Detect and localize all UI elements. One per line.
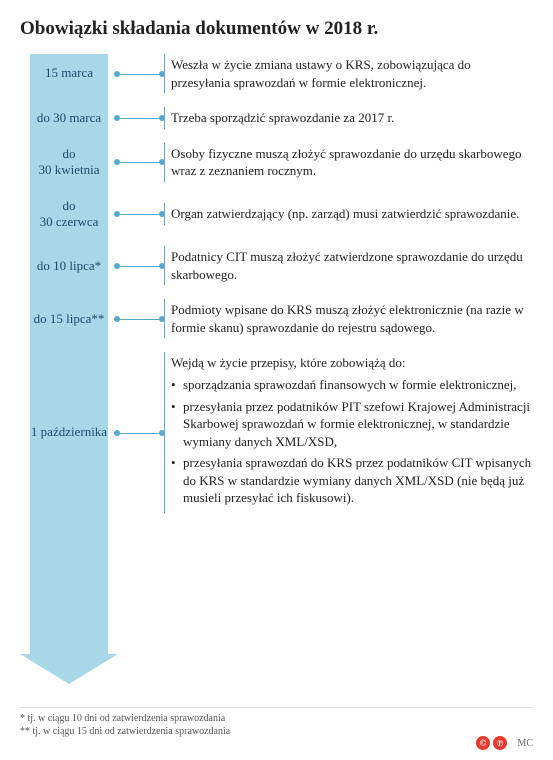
desc-intro: Wejdą w życie przepisy, które zobowiążą … <box>171 354 533 372</box>
desc-bullet: przesyłania sprawozdań do KRS przez poda… <box>171 454 533 507</box>
timeline-row: do 30 marca Trzeba sporządzić sprawozdani… <box>20 107 533 129</box>
badge-icon: © <box>476 736 490 750</box>
timeline-date: 15 marca <box>20 63 118 83</box>
desc-bullets: sporządzania sprawozdań finansowych w fo… <box>171 376 533 507</box>
timeline-date: do 10 lipca* <box>20 256 118 276</box>
timeline-desc: Weszła w życie zmiana ustawy o KRS, zobo… <box>164 54 533 93</box>
timeline-desc: Osoby fizyczne muszą złożyć sprawozdanie… <box>164 143 533 182</box>
desc-bullet: sporządzania sprawozdań finansowych w fo… <box>171 376 533 394</box>
timeline-date: 1 października <box>20 422 118 442</box>
connector-line <box>118 73 164 74</box>
desc-bullet: przesyłania przez podatników PIT szefowi… <box>171 398 533 451</box>
connector-line <box>118 265 164 266</box>
timeline-date: do 30 marca <box>20 108 118 128</box>
timeline-row: do 15 lipca** Podmioty wpisane do KRS mus… <box>20 299 533 338</box>
timeline-desc: Trzeba sporządzić sprawozdanie za 2017 r… <box>164 107 533 129</box>
copyright-badges: ©℗ <box>476 736 507 750</box>
timeline-desc: Wejdą w życie przepisy, które zobowiążą … <box>164 352 533 512</box>
timeline: 15 marca Weszła w życie zmiana ustawy o K… <box>20 54 533 684</box>
timeline-date: do 15 lipca** <box>20 309 118 329</box>
timeline-row: 1 października Wejdą w życie przepisy, kt… <box>20 352 533 512</box>
badge-icon: ℗ <box>493 736 507 750</box>
footnotes: * tj. w ciągu 10 dni od zatwierdzenia sp… <box>20 707 533 738</box>
timeline-desc: Organ zatwierdzający (np. zarząd) musi z… <box>164 203 533 225</box>
footnote: ** tj. w ciągu 15 dni od zatwierdzenia s… <box>20 725 533 738</box>
timeline-row: do30 kwietnia Osoby fizyczne muszą złożyć… <box>20 143 533 182</box>
timeline-desc: Podmioty wpisane do KRS muszą złożyć ele… <box>164 299 533 338</box>
connector-line <box>118 318 164 319</box>
footnote: * tj. w ciągu 10 dni od zatwierdzenia sp… <box>20 712 533 725</box>
timeline-items: 15 marca Weszła w życie zmiana ustawy o K… <box>20 54 533 513</box>
connector-line <box>118 432 164 433</box>
timeline-row: 15 marca Weszła w życie zmiana ustawy o K… <box>20 54 533 93</box>
page-title: Obowiązki składania dokumentów w 2018 r. <box>20 18 533 40</box>
timeline-row: do 10 lipca* Podatnicy CIT muszą złożyć z… <box>20 246 533 285</box>
timeline-date: do30 czerwca <box>20 196 118 233</box>
timeline-row: do30 czerwca Organ zatwierdzający (np. za… <box>20 196 533 233</box>
connector-line <box>118 117 164 118</box>
timeline-desc: Podatnicy CIT muszą złożyć zatwierdzone … <box>164 246 533 285</box>
author-signature: MC <box>517 738 533 749</box>
connector-line <box>118 213 164 214</box>
timeline-date: do30 kwietnia <box>20 144 118 181</box>
connector-line <box>118 162 164 163</box>
